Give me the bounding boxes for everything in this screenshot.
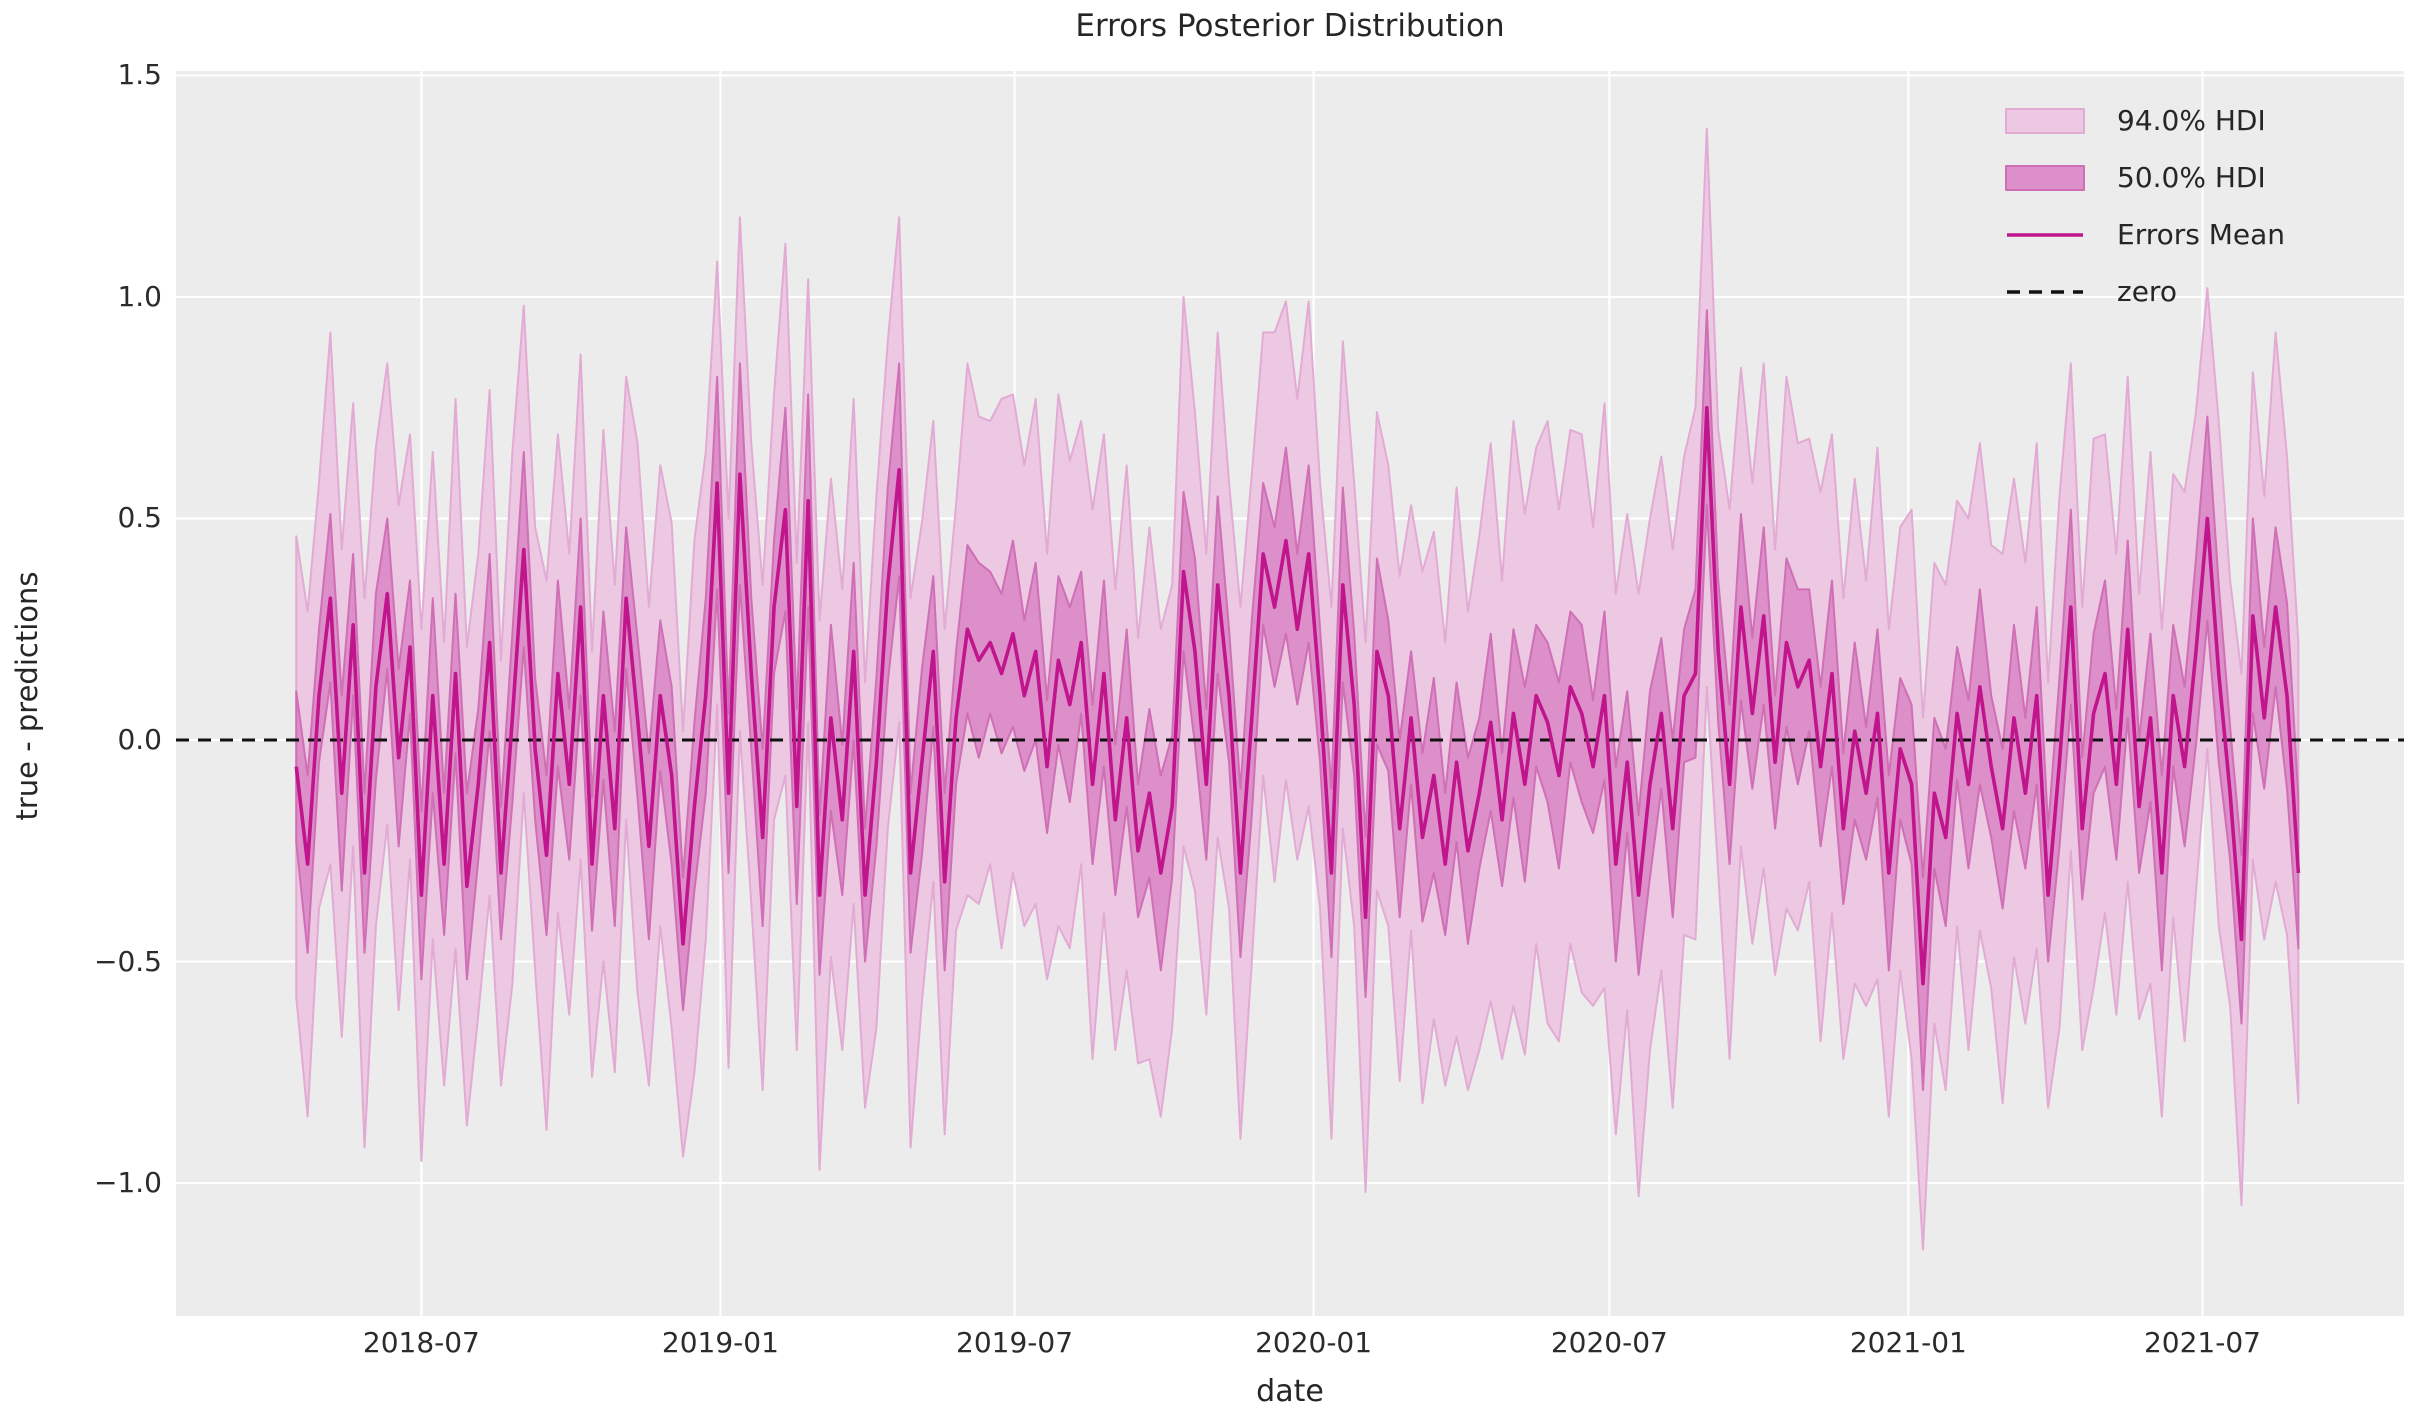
x-tick-label: 2020-07 [1550,1326,1668,1359]
y-tick-label: 1.0 [117,279,162,313]
y-tick-label: 0.0 [117,723,162,757]
chart-title: Errors Posterior Distribution [1075,8,1505,44]
y-tick-label: −1.0 [94,1166,162,1200]
legend-item-94-hdi: 94.0% HDI [2005,92,2285,149]
hdi50-swatch [2005,164,2085,191]
x-tick-label: 2019-01 [661,1326,779,1359]
mean-line-swatch [2007,232,2083,237]
hdi94-swatch [2005,107,2085,134]
x-tick-label: 2021-07 [2143,1326,2261,1359]
legend-item-errors-mean: Errors Mean [2005,206,2285,263]
y-tick-label: 0.5 [117,501,162,535]
y-axis-label: true - predictions [10,571,44,821]
x-tick-label: 2019-07 [956,1326,1074,1359]
x-tick-label: 2021-01 [1849,1326,1967,1359]
y-tick-label: −0.5 [94,944,162,978]
legend-label: Errors Mean [2117,218,2286,251]
legend-label: 94.0% HDI [2117,104,2266,137]
zero-line-swatch [2007,289,2083,294]
legend: 94.0% HDI 50.0% HDI Errors Mean zero [2005,92,2285,320]
legend-label: zero [2117,275,2177,308]
x-tick-label: 2020-01 [1255,1326,1373,1359]
x-axis-label: date [1256,1374,1324,1409]
legend-item-50-hdi: 50.0% HDI [2005,149,2285,206]
legend-label: 50.0% HDI [2117,161,2266,194]
legend-item-zero: zero [2005,263,2285,320]
y-tick-label: 1.5 [117,58,162,92]
x-tick-label: 2018-07 [362,1326,480,1359]
